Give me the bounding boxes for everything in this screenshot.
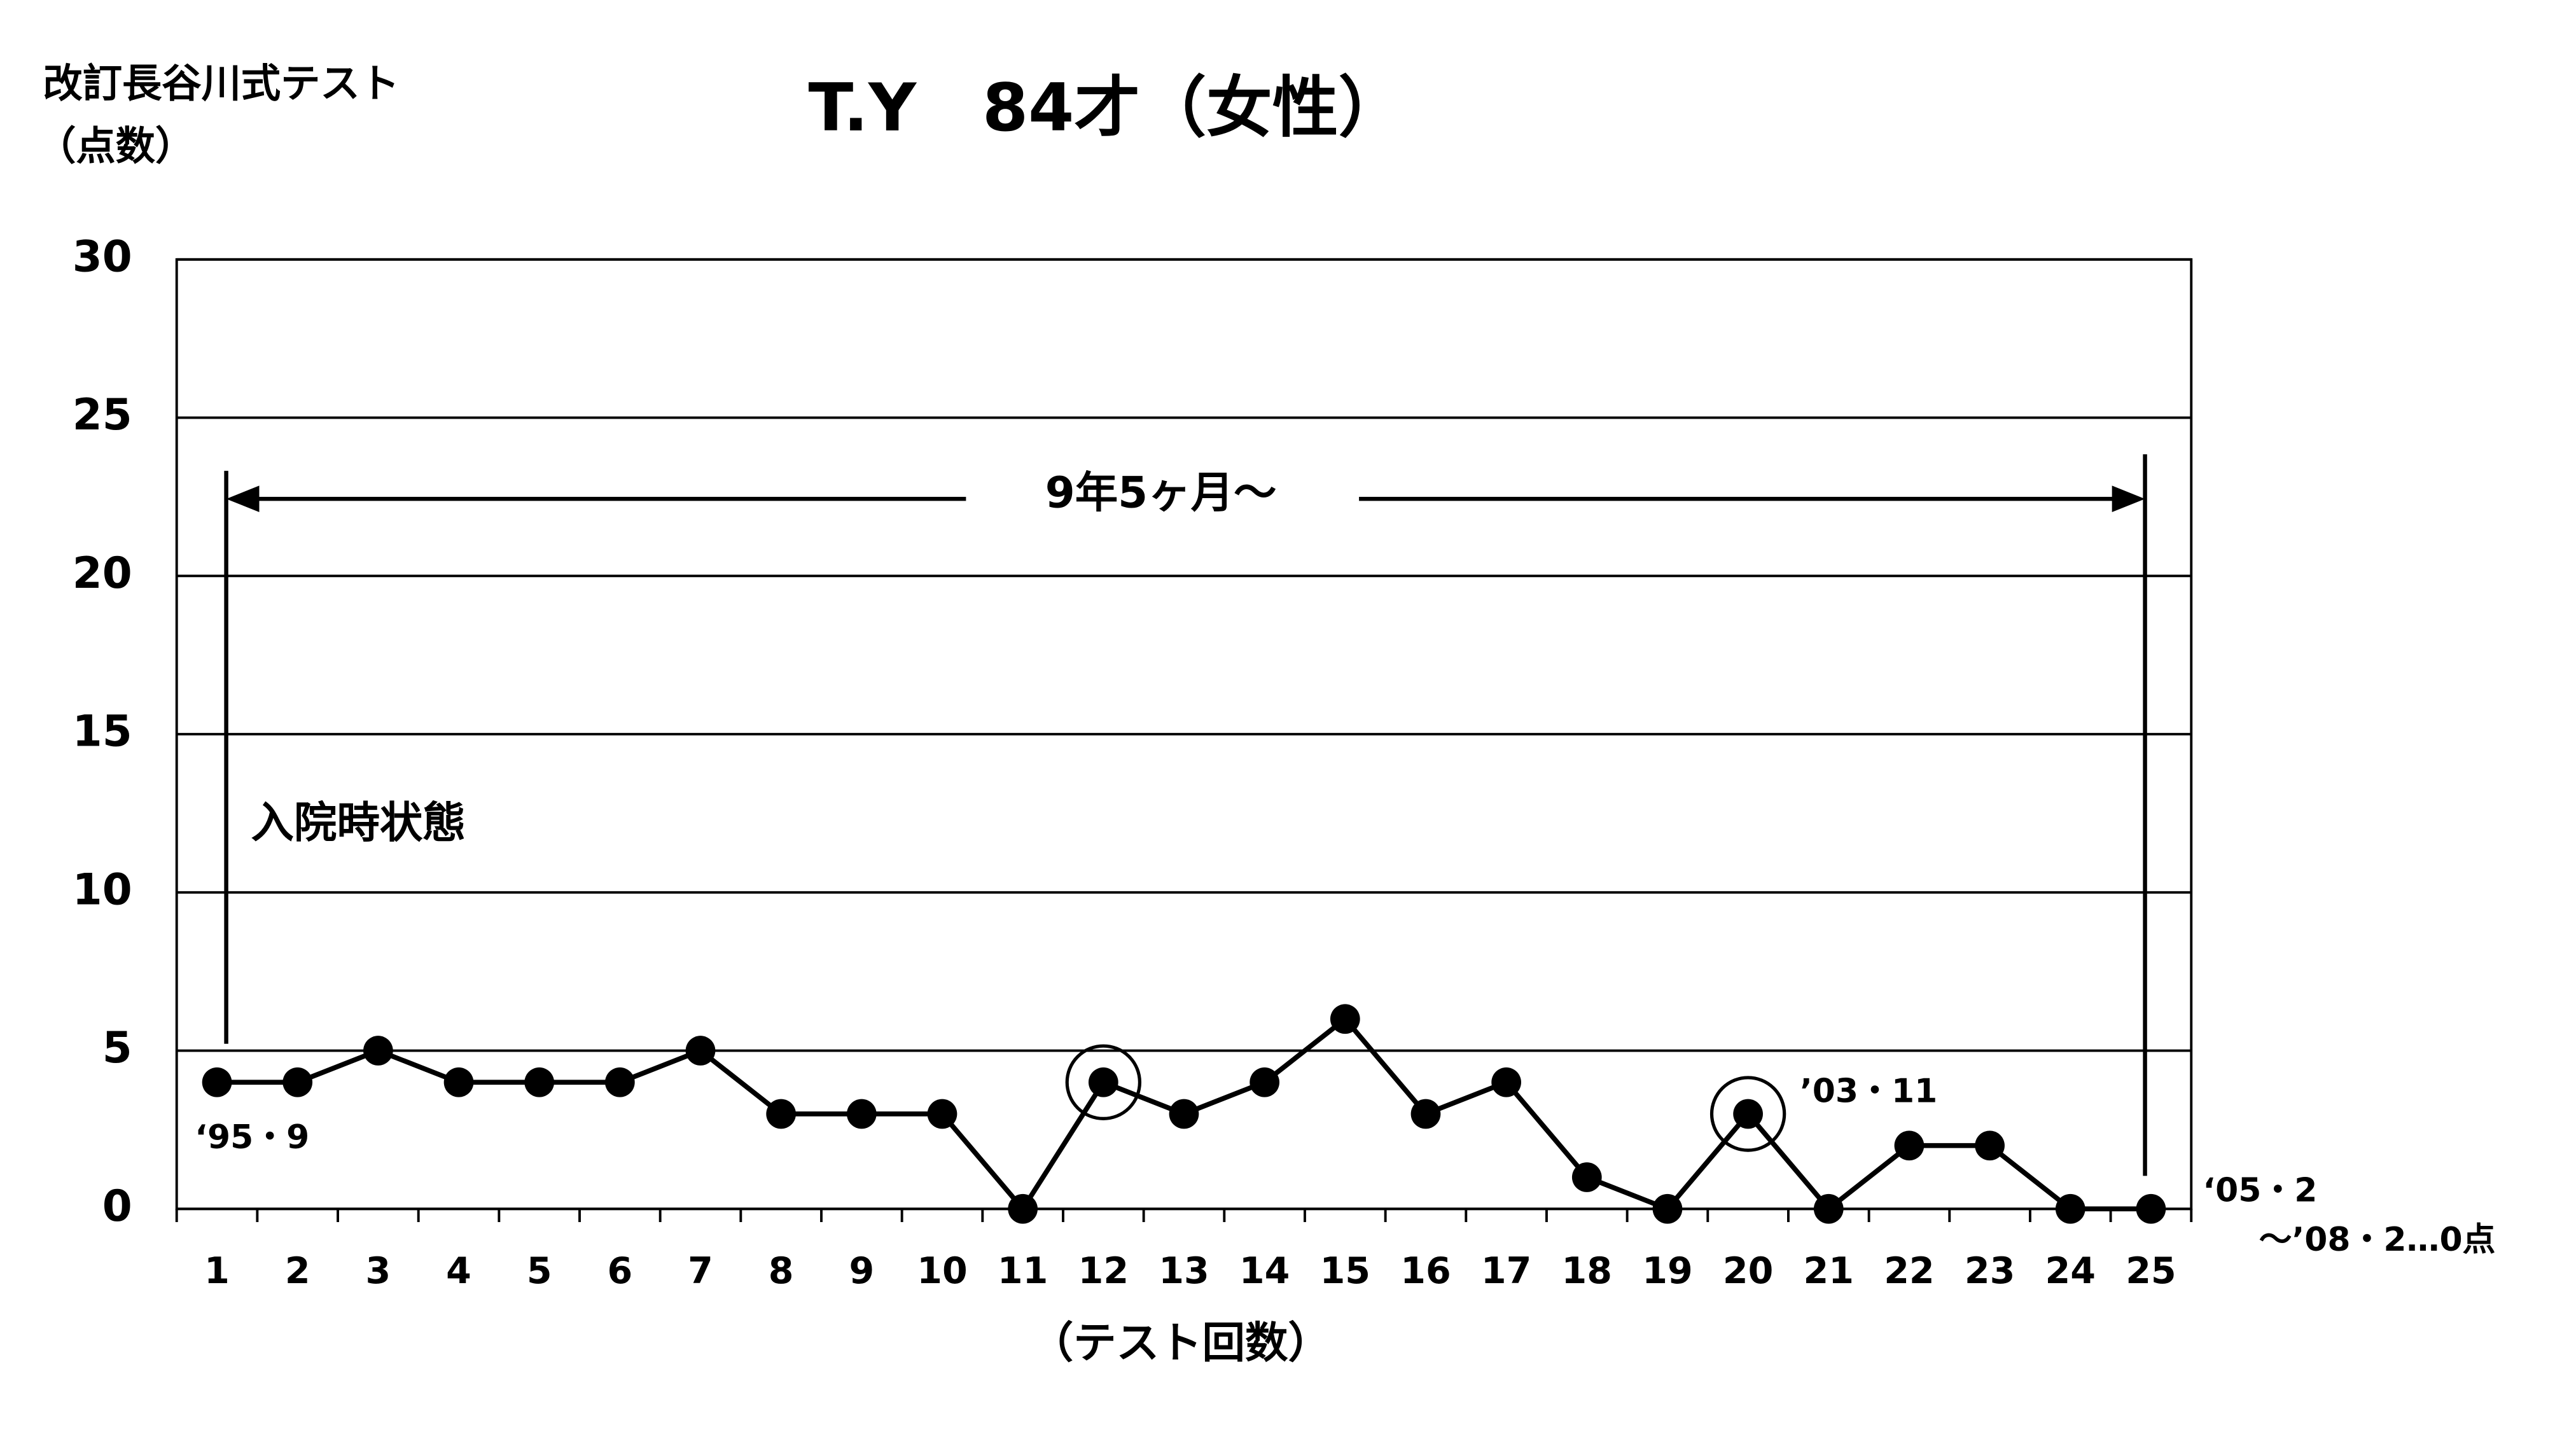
- x-tick-label: 2: [285, 1250, 310, 1292]
- x-tick-label: 22: [1884, 1250, 1934, 1292]
- data-point: [685, 1036, 716, 1066]
- x-tick-label: 14: [1239, 1250, 1290, 1292]
- y-tick-label: 20: [73, 548, 132, 598]
- x-tick-label: 8: [769, 1250, 794, 1292]
- end-date-annotation: ‘05・2: [2203, 1171, 2317, 1209]
- data-point: [363, 1036, 393, 1066]
- y-tick-label: 0: [102, 1181, 132, 1231]
- period-arrow: [224, 454, 2147, 1176]
- x-tick-label: 5: [527, 1250, 552, 1292]
- data-point: [846, 1099, 877, 1129]
- x-tick-label: 4: [446, 1250, 471, 1292]
- end-date-annotation: ～’08・2…0点: [2259, 1221, 2496, 1259]
- y-tick-label: 5: [102, 1022, 132, 1073]
- mark-date-annotation: ’03・11: [1800, 1073, 1937, 1111]
- data-point: [1733, 1099, 1763, 1129]
- x-tick-label: 19: [1642, 1250, 1692, 1292]
- x-tick-label: 12: [1078, 1250, 1129, 1292]
- data-point: [1008, 1193, 1038, 1224]
- x-tick-label: 18: [1562, 1250, 1612, 1292]
- data-point: [1330, 1004, 1360, 1034]
- data-point: [1975, 1130, 2005, 1161]
- chart-title: T.Y 84才（女性）: [808, 70, 1404, 146]
- data-point: [1410, 1099, 1441, 1129]
- data-point: [202, 1067, 232, 1097]
- data-point: [524, 1067, 555, 1097]
- highlight-circle: [1065, 1044, 1142, 1120]
- data-point: [604, 1067, 635, 1097]
- x-axis-label: （テスト回数）: [1031, 1317, 1331, 1368]
- x-tick-label: 21: [1804, 1250, 1854, 1292]
- period-annotation: 9年5ヶ月～: [1045, 468, 1277, 518]
- x-tick-label: 13: [1159, 1250, 1209, 1292]
- data-point: [1813, 1193, 1844, 1224]
- y-tick-label: 30: [73, 231, 132, 281]
- data-point: [766, 1099, 797, 1129]
- x-tick-label: 6: [607, 1250, 632, 1292]
- data-point: [1652, 1193, 1683, 1224]
- y-tick-label: 25: [73, 389, 132, 440]
- x-tick-label: 9: [849, 1250, 874, 1292]
- x-tick-label: 15: [1320, 1250, 1370, 1292]
- x-tick-label: 17: [1481, 1250, 1531, 1292]
- x-tick-label: 24: [2045, 1250, 2096, 1292]
- data-point: [1894, 1130, 1925, 1161]
- data-point: [2055, 1193, 2085, 1224]
- data-point: [927, 1099, 957, 1129]
- x-tick-label: 20: [1723, 1250, 1773, 1292]
- x-tick-label: 25: [2126, 1250, 2176, 1292]
- x-tick-label: 7: [688, 1250, 713, 1292]
- y-tick-label: 10: [73, 864, 132, 914]
- data-point: [2136, 1193, 2166, 1224]
- start-date-annotation: ‘95・9: [195, 1118, 309, 1157]
- data-point: [1088, 1067, 1118, 1097]
- x-tick-label: 3: [366, 1250, 391, 1292]
- data-point: [443, 1067, 474, 1097]
- data-point: [1169, 1099, 1199, 1129]
- plot-frame: [175, 258, 2193, 1211]
- highlight-circle: [1709, 1076, 1786, 1152]
- y-tick-label: 15: [73, 706, 132, 756]
- data-point: [282, 1067, 313, 1097]
- data-point: [1491, 1067, 1521, 1097]
- y-axis-label: （点数）: [36, 123, 195, 169]
- admission-annotation: 入院時状態: [251, 798, 466, 848]
- x-tick-label: 1: [204, 1250, 230, 1292]
- x-tick-label: 16: [1400, 1250, 1451, 1292]
- y-axis-label: 改訂長谷川式テスト: [43, 60, 400, 106]
- data-point: [1250, 1067, 1280, 1097]
- data-point: [1571, 1162, 1602, 1192]
- x-tick-label: 11: [998, 1250, 1048, 1292]
- x-tick-label: 23: [1965, 1250, 2015, 1292]
- x-tick-label: 10: [917, 1250, 967, 1292]
